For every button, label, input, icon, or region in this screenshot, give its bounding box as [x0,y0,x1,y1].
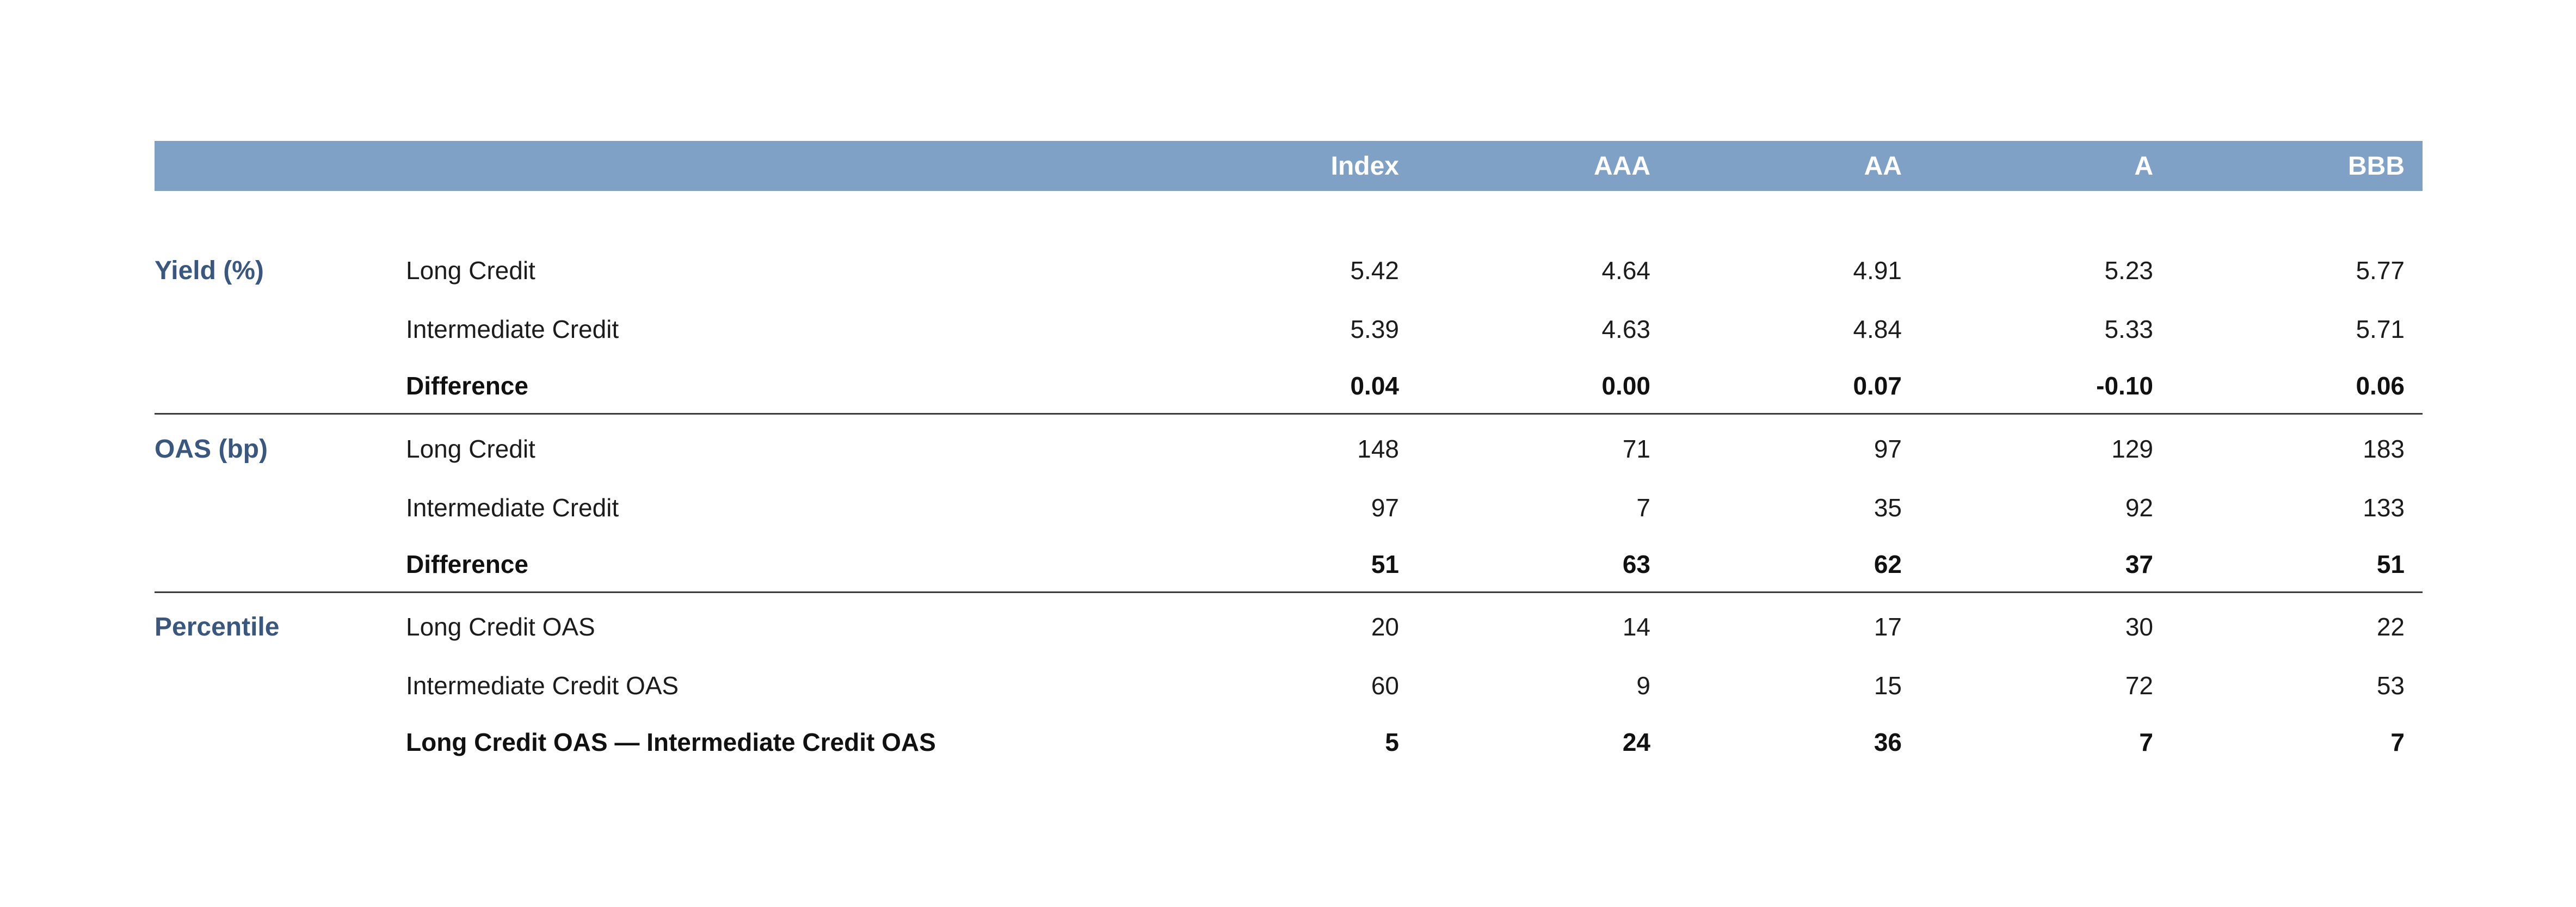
value-cell: 22 [2376,613,2405,641]
value-cell: 51 [1371,550,1399,578]
value-cell: 4.64 [1601,256,1650,285]
value-cell: 5.23 [2104,256,2153,285]
value-cell: 62 [1874,550,1902,578]
column-header-aa: AA [1864,151,1902,181]
value-cell: 0.06 [2356,372,2405,400]
section-label-percentile: Percentile [155,612,280,641]
value-cell: 5.42 [1350,256,1399,285]
table-row-difference: Long Credit OAS — Intermediate Credit OA… [155,715,2423,769]
value-cell: 5.39 [1350,315,1399,343]
value-cell: 133 [2363,493,2405,522]
value-cell: 0.00 [1601,372,1650,400]
row-label: Intermediate Credit [406,315,619,343]
value-cell: 53 [2376,671,2405,700]
value-cell: 30 [2125,613,2153,641]
value-cell: 4.91 [1853,256,1902,285]
table-row-difference: Difference 0.04 0.00 0.07 -0.10 0.06 [155,359,2423,413]
value-cell: 97 [1371,493,1399,522]
row-label: Intermediate Credit OAS [406,671,679,700]
value-cell: 92 [2125,493,2153,522]
section-yield: Yield (%) Long Credit 5.42 4.64 4.91 5.2… [155,191,2423,415]
row-label: Difference [406,372,528,400]
value-cell: -0.10 [2096,372,2153,400]
value-cell: 0.07 [1853,372,1902,400]
section-label-yield: Yield (%) [155,256,264,285]
value-cell: 35 [1874,493,1902,522]
table-row: Intermediate Credit 97 7 35 92 133 [155,478,2423,537]
row-label: Long Credit OAS — Intermediate Credit OA… [406,728,936,756]
column-header-bbb: BBB [2348,151,2405,181]
table-row: OAS (bp) Long Credit 148 71 97 129 183 [155,419,2423,478]
row-label: Long Credit OAS [406,613,595,641]
value-cell: 36 [1874,728,1902,756]
value-cell: 9 [1636,671,1650,700]
column-header-a: A [2134,151,2153,181]
section-oas: OAS (bp) Long Credit 148 71 97 129 183 I… [155,415,2423,593]
row-label: Difference [406,550,528,578]
value-cell: 5.71 [2356,315,2405,343]
value-cell: 72 [2125,671,2153,700]
table-row: Intermediate Credit OAS 60 9 15 72 53 [155,656,2423,715]
value-cell: 148 [1357,435,1399,463]
value-cell: 5 [1385,728,1399,756]
value-cell: 183 [2363,435,2405,463]
value-cell: 24 [1622,728,1650,756]
table-row-difference: Difference 51 63 62 37 51 [155,537,2423,591]
value-cell: 63 [1622,550,1650,578]
value-cell: 14 [1622,613,1650,641]
section-label-oas: OAS (bp) [155,434,268,464]
value-cell: 20 [1371,613,1399,641]
table-row: Intermediate Credit 5.39 4.63 4.84 5.33 … [155,300,2423,359]
value-cell: 97 [1874,435,1902,463]
value-cell: 71 [1622,435,1650,463]
row-label: Long Credit [406,256,535,285]
value-cell: 60 [1371,671,1399,700]
column-header-index: Index [1330,151,1399,181]
value-cell: 129 [2111,435,2153,463]
section-percentile: Percentile Long Credit OAS 20 14 17 30 2… [155,593,2423,769]
table-row: Percentile Long Credit OAS 20 14 17 30 2… [155,597,2423,656]
value-cell: 4.63 [1601,315,1650,343]
value-cell: 7 [2390,728,2405,756]
table-header-row: Index AAA AA A BBB [155,141,2423,191]
value-cell: 5.33 [2104,315,2153,343]
value-cell: 5.77 [2356,256,2405,285]
value-cell: 37 [2125,550,2153,578]
row-label: Long Credit [406,435,535,463]
value-cell: 0.04 [1350,372,1399,400]
table-row: Yield (%) Long Credit 5.42 4.64 4.91 5.2… [155,241,2423,300]
credit-comparison-table: Index AAA AA A BBB Yield (%) Long Credit… [155,141,2423,769]
row-label: Intermediate Credit [406,493,619,522]
value-cell: 7 [1636,493,1650,522]
column-header-aaa: AAA [1594,151,1650,181]
value-cell: 51 [2376,550,2405,578]
value-cell: 15 [1874,671,1902,700]
value-cell: 17 [1874,613,1902,641]
value-cell: 7 [2139,728,2153,756]
value-cell: 4.84 [1853,315,1902,343]
